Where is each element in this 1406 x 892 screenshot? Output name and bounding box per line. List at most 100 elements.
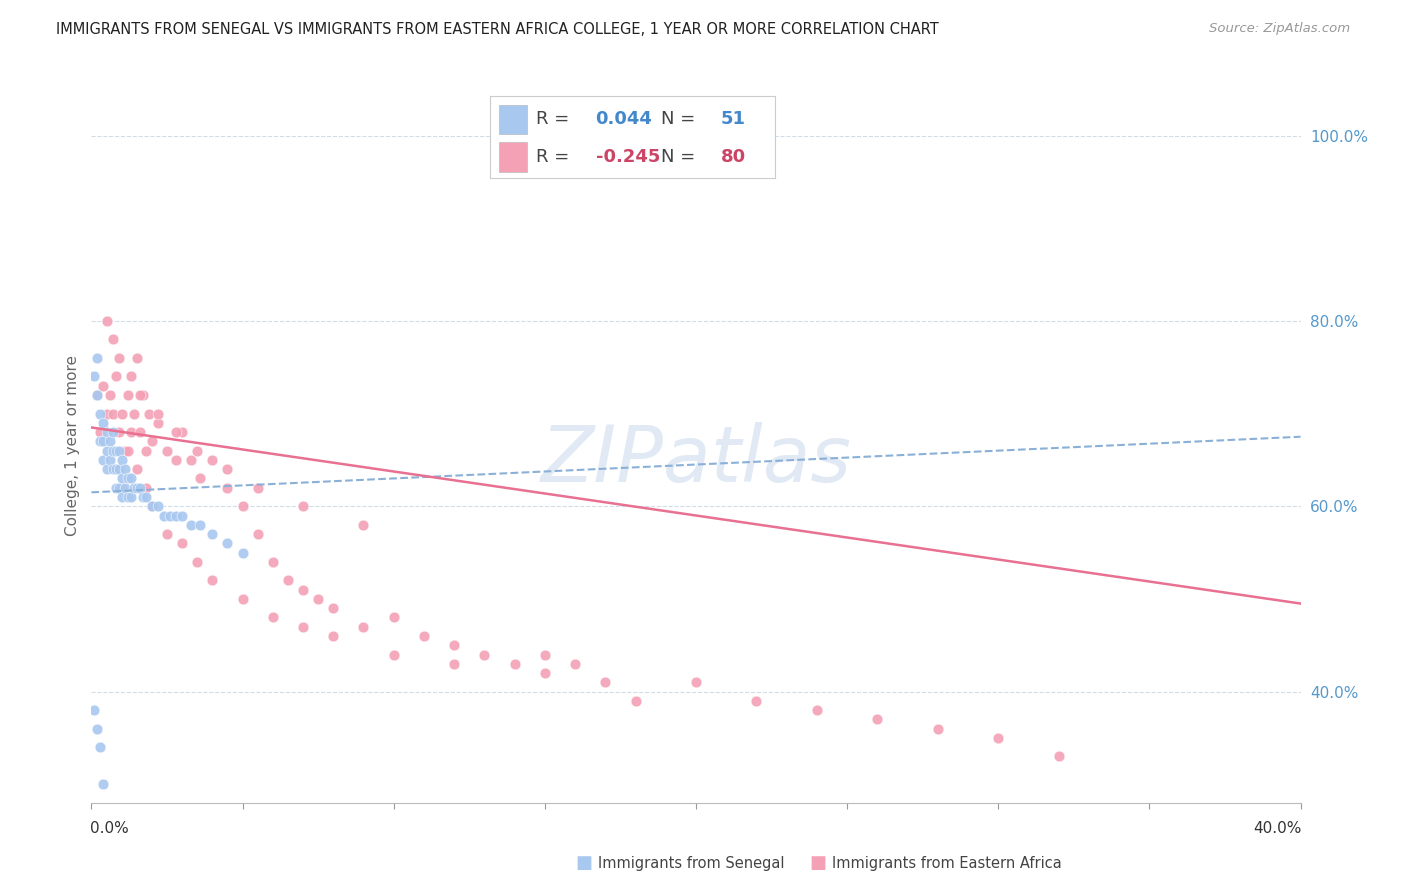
Point	[98, 434, 121, 449]
Point	[120, 369, 142, 384]
Point	[111, 453, 132, 467]
Text: IMMIGRANTS FROM SENEGAL VS IMMIGRANTS FROM EASTERN AFRICA COLLEGE, 1 YEAR OR MOR: IMMIGRANTS FROM SENEGAL VS IMMIGRANTS FR…	[56, 22, 939, 37]
Point	[153, 508, 176, 523]
Point	[111, 490, 132, 504]
Point	[231, 591, 253, 606]
Point	[231, 545, 253, 559]
Point	[89, 434, 111, 449]
Point	[86, 351, 108, 365]
Point	[307, 591, 329, 606]
Point	[132, 388, 155, 402]
Point	[172, 536, 194, 550]
Point	[595, 675, 617, 690]
Point	[141, 500, 163, 514]
Point	[217, 536, 239, 550]
Point	[114, 443, 136, 458]
Point	[125, 481, 148, 495]
Point	[93, 453, 115, 467]
Point	[132, 490, 155, 504]
Point	[98, 453, 121, 467]
Point	[685, 675, 707, 690]
Point	[107, 462, 129, 476]
Point	[114, 462, 136, 476]
Point	[564, 657, 586, 671]
Point	[111, 407, 132, 421]
Point	[96, 407, 118, 421]
Point	[277, 574, 299, 588]
Point	[96, 314, 118, 328]
Point	[201, 574, 224, 588]
Point	[135, 481, 157, 495]
Point	[93, 416, 115, 430]
Point	[292, 620, 315, 634]
Point	[186, 555, 208, 569]
Point	[86, 388, 108, 402]
Point	[246, 527, 269, 541]
Point	[117, 471, 139, 485]
Text: ZIPatlas: ZIPatlas	[540, 422, 852, 499]
Point	[83, 369, 105, 384]
Point	[86, 722, 108, 736]
Point	[443, 638, 465, 652]
Point	[165, 508, 187, 523]
Point	[128, 388, 150, 402]
Point	[89, 425, 111, 439]
Point	[89, 740, 111, 755]
Point	[866, 712, 889, 726]
Point	[107, 481, 129, 495]
Point	[146, 407, 169, 421]
Point	[114, 481, 136, 495]
Text: 40.0%: 40.0%	[1253, 821, 1302, 836]
Point	[188, 517, 211, 532]
Point	[96, 462, 118, 476]
Point	[146, 500, 169, 514]
Point	[93, 378, 115, 392]
Point	[96, 443, 118, 458]
Point	[292, 582, 315, 597]
Point	[186, 443, 208, 458]
Point	[128, 481, 150, 495]
Point	[117, 443, 139, 458]
Text: Immigrants from Senegal: Immigrants from Senegal	[598, 856, 785, 871]
Point	[146, 416, 169, 430]
Point	[117, 490, 139, 504]
Point	[217, 462, 239, 476]
Point	[128, 425, 150, 439]
Point	[122, 407, 145, 421]
Point	[503, 657, 526, 671]
Text: ■: ■	[575, 855, 592, 872]
Point	[382, 648, 405, 662]
Point	[217, 481, 239, 495]
Point	[104, 462, 127, 476]
Point	[104, 443, 127, 458]
Point	[165, 453, 187, 467]
Point	[138, 407, 160, 421]
Point	[104, 462, 127, 476]
Point	[262, 555, 284, 569]
Point	[135, 490, 157, 504]
Point	[180, 517, 202, 532]
Point	[93, 777, 115, 791]
Point	[472, 648, 495, 662]
Point	[352, 517, 374, 532]
Point	[93, 434, 115, 449]
Point	[443, 657, 465, 671]
Point	[89, 407, 111, 421]
Point	[165, 425, 187, 439]
Text: Immigrants from Eastern Africa: Immigrants from Eastern Africa	[832, 856, 1062, 871]
Point	[156, 443, 179, 458]
Point	[292, 500, 315, 514]
Point	[111, 481, 132, 495]
Point	[172, 508, 194, 523]
Point	[107, 443, 129, 458]
Point	[125, 462, 148, 476]
Y-axis label: College, 1 year or more: College, 1 year or more	[65, 356, 80, 536]
Point	[156, 527, 179, 541]
Text: 0.0%: 0.0%	[90, 821, 129, 836]
Point	[201, 527, 224, 541]
Point	[1047, 749, 1070, 764]
Point	[104, 369, 127, 384]
Point	[141, 434, 163, 449]
Point	[141, 500, 163, 514]
Point	[927, 722, 949, 736]
